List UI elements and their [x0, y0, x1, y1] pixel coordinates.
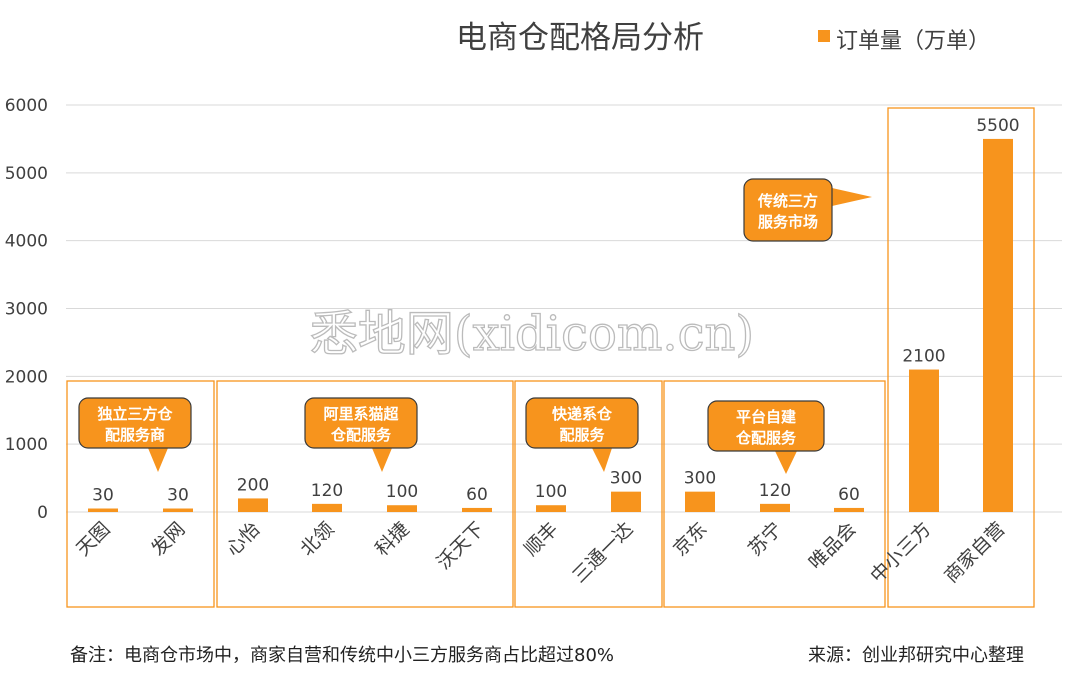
chart-title: 电商仓配格局分析 [456, 20, 704, 56]
bar [909, 369, 939, 512]
bar [983, 138, 1013, 512]
y-tick-label: 1000 [5, 435, 48, 455]
data-label: 2100 [902, 347, 945, 367]
bar [536, 505, 566, 512]
callout-label: 传统三方服务市场 [757, 192, 818, 231]
callout-bubble [743, 178, 833, 242]
x-tick-label: 唯品会 [805, 518, 861, 574]
callout-label: 独立三方仓配服务商 [97, 405, 173, 444]
x-tick-label: 京东 [669, 518, 711, 560]
bar [238, 498, 268, 512]
y-axis: 0 1000 2000 3000 4000 5000 6000 [5, 96, 48, 523]
x-tick-label: 苏宁 [744, 518, 786, 560]
callout-bubble [525, 397, 639, 449]
x-tick-label: 北领 [296, 518, 338, 560]
data-label: 200 [237, 475, 269, 495]
callout-pointer [832, 188, 872, 206]
x-tick-label: 发网 [147, 518, 189, 560]
bar [387, 505, 417, 512]
y-tick-label: 4000 [5, 232, 48, 252]
callout-pointer [372, 448, 392, 472]
bar [611, 491, 641, 512]
legend: 订单量（万单） [818, 29, 990, 54]
bar [312, 503, 342, 512]
data-label: 60 [466, 485, 488, 505]
group-callouts: 独立三方仓配服务商 阿里系猫超仓配服务 快递系仓配服务 平台自建仓配服务 传统三方服务市… [78, 178, 872, 474]
group-box [216, 380, 514, 608]
x-tick-label: 沃天下 [433, 518, 489, 574]
bars [88, 138, 1013, 512]
data-label: 300 [684, 469, 716, 489]
data-label: 100 [386, 482, 418, 502]
data-labels: 30 30 200 120 100 60 100 300 300 120 60 2100 5500 [92, 116, 1019, 506]
x-axis-labels: 天图 发网 心怡 北领 科捷 沃天下 顺丰 三通一达 京东 苏宁 唯品会 中小三方 商家自营 [72, 518, 1009, 587]
group-box [887, 107, 1035, 608]
callout-bubble [707, 400, 825, 452]
footnote-source: 来源：创业邦研究中心整理 [808, 645, 1024, 666]
bar [163, 508, 193, 512]
x-tick-label: 顺丰 [520, 518, 562, 560]
data-label: 30 [167, 486, 189, 506]
x-tick-label: 天图 [72, 518, 114, 560]
data-label: 5500 [976, 116, 1019, 136]
data-label: 100 [535, 482, 567, 502]
callout-pointer [775, 451, 797, 474]
y-tick-label: 3000 [5, 300, 48, 320]
x-tick-label: 商家自营 [940, 518, 1009, 587]
gridlines [66, 104, 1062, 513]
group-box [66, 380, 215, 608]
x-tick-label: 心怡 [222, 518, 264, 560]
watermark: 悉地网(xidicom.cn) [310, 306, 754, 362]
data-label: 120 [759, 481, 791, 501]
data-label: 300 [610, 469, 642, 489]
bar [760, 503, 790, 512]
x-tick-label: 科捷 [371, 518, 413, 560]
callout-bubble [304, 397, 418, 449]
y-tick-label: 5000 [5, 164, 48, 184]
y-tick-label: 0 [37, 503, 48, 523]
callout-label: 快递系仓配服务 [552, 405, 613, 444]
x-tick-label: 中小三方 [866, 518, 935, 587]
bar [685, 491, 715, 512]
data-label: 30 [92, 486, 114, 506]
callout-label: 平台自建仓配服务 [735, 408, 797, 447]
callout-label: 阿里系猫超仓配服务 [323, 405, 399, 444]
callout-bubble [78, 397, 192, 449]
data-label: 120 [311, 481, 343, 501]
bar [88, 508, 118, 512]
y-tick-label: 6000 [5, 96, 48, 116]
bar [834, 507, 864, 512]
footnote-note: 备注：电商仓市场中，商家自营和传统中小三方服务商占比超过80% [70, 645, 615, 666]
category-groups [66, 107, 1035, 608]
x-tick-label: 三通一达 [568, 518, 637, 587]
callout-pointer [148, 448, 168, 472]
callout-pointer [592, 448, 612, 472]
group-box [514, 380, 663, 608]
legend-label: 订单量（万单） [836, 29, 990, 54]
group-box [663, 380, 886, 608]
bar [462, 507, 492, 512]
legend-swatch [818, 30, 830, 42]
data-label: 60 [838, 485, 860, 505]
y-tick-label: 2000 [5, 367, 48, 387]
